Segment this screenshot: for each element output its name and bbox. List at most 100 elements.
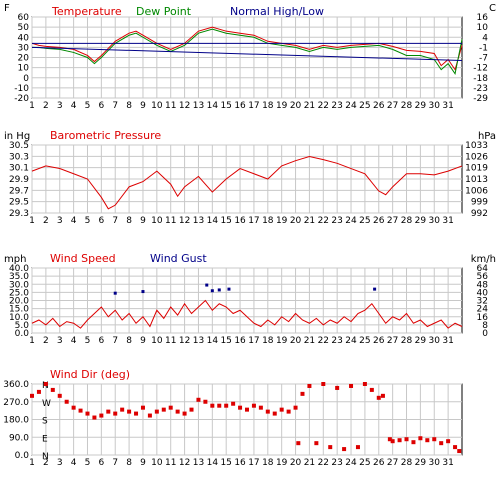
x-tick-label: 9 [140, 336, 146, 346]
data-point [369, 387, 374, 392]
x-tick-label: 2 [43, 336, 49, 346]
data-point [85, 411, 90, 416]
x-tick-label: 29 [415, 216, 427, 226]
data-point [71, 405, 76, 410]
right-unit-label: hPa [478, 131, 496, 142]
data-point [457, 449, 462, 454]
x-tick-label: 12 [179, 216, 190, 226]
compass-label: W [42, 399, 51, 409]
data-point [439, 441, 444, 446]
data-point [99, 413, 104, 418]
x-tick-label: 20 [290, 336, 302, 346]
x-tick-label: 17 [248, 216, 259, 226]
x-tick-label: 21 [304, 101, 315, 111]
data-point [189, 407, 194, 412]
y-tick-label: 90.0 [9, 433, 29, 443]
y2-tick-label: 32 [477, 297, 488, 307]
data-point [411, 440, 416, 445]
data-point [210, 289, 214, 293]
x-tick-label: 24 [345, 336, 357, 346]
x-tick-label: 15 [220, 336, 231, 346]
y-tick-label: 29.3 [9, 209, 29, 219]
panel-title-2: Wind Gust [150, 252, 207, 265]
x-tick-label: 4 [71, 336, 77, 346]
data-point [321, 382, 326, 386]
x-tick-label: 5 [85, 101, 91, 111]
data-point [205, 283, 209, 287]
data-point [404, 437, 409, 442]
x-tick-label: 30 [429, 336, 441, 346]
x-tick-label: 1 [29, 216, 35, 226]
x-tick-label: 24 [345, 101, 357, 111]
panel-title: Wind Speed [50, 252, 116, 265]
x-tick-label: 26 [373, 336, 385, 346]
x-tick-label: 6 [98, 336, 104, 346]
y2-tick-label: 8 [482, 321, 488, 331]
data-point [217, 288, 221, 292]
x-tick-label: 21 [304, 458, 315, 468]
data-point [78, 408, 83, 413]
x-tick-label: 15 [220, 216, 231, 226]
series-line [31, 155, 463, 210]
x-tick-label: 7 [112, 336, 118, 346]
x-tick-label: 12 [179, 458, 190, 468]
x-tick-label: 11 [165, 101, 176, 111]
y-tick-label: 180.0 [3, 416, 29, 426]
data-point [286, 409, 291, 414]
data-point [425, 438, 430, 443]
y2-tick-label: 1006 [465, 186, 488, 196]
x-tick-label: 6 [98, 458, 104, 468]
x-tick-label: 18 [262, 216, 274, 226]
y-tick-label: 29.9 [9, 175, 29, 185]
x-tick-label: 17 [248, 458, 259, 468]
data-point [335, 385, 340, 390]
y2-tick-label: 1013 [465, 175, 488, 185]
data-point [453, 445, 458, 450]
y2-tick-label: 40 [477, 288, 489, 298]
data-point [127, 409, 132, 414]
x-tick-label: 10 [151, 101, 163, 111]
x-tick-label: 5 [85, 458, 91, 468]
x-tick-label: 7 [112, 458, 118, 468]
y2-tick-label: 1019 [465, 164, 488, 174]
data-point [245, 407, 249, 412]
x-tick-label: 8 [126, 458, 132, 468]
x-tick-label: 2 [43, 216, 49, 226]
data-point [113, 411, 118, 416]
panel-wind_dir: 1 2 3 4 5 6 7 8 9 10 11 12 13 14 15 16 17 18 19 20 21 22 23 24 2… [3, 368, 463, 468]
y-tick-label: 30.3 [9, 152, 29, 162]
y-tick-label: 30.5 [9, 141, 29, 151]
x-tick-label: 31 [442, 101, 453, 111]
x-tick-label: 22 [318, 336, 329, 346]
y2-tick-label: -7 [479, 54, 488, 64]
y-tick-label: 30 [18, 43, 30, 53]
y2-tick-label: 10 [477, 23, 489, 33]
x-tick-label: 11 [165, 216, 176, 226]
y2-tick-label: 16 [477, 13, 489, 23]
data-point [328, 445, 333, 450]
data-point [154, 409, 159, 414]
data-point [349, 383, 354, 388]
data-point [168, 405, 173, 410]
x-tick-label: 1 [29, 101, 35, 111]
data-point [387, 437, 392, 442]
series-line [31, 299, 463, 329]
x-tick-label: 16 [234, 101, 246, 111]
x-tick-label: 13 [193, 458, 204, 468]
data-point [92, 415, 97, 420]
x-tick-label: 24 [345, 458, 357, 468]
x-tick-label: 25 [359, 216, 370, 226]
x-tick-label: 30 [429, 216, 441, 226]
data-point [432, 437, 437, 442]
x-tick-label: 3 [57, 101, 63, 111]
x-tick-label: 8 [126, 336, 132, 346]
x-tick-label: 20 [290, 458, 302, 468]
data-point [300, 391, 305, 396]
x-tick-label: 17 [248, 101, 259, 111]
y2-tick-label: -23 [473, 84, 488, 94]
x-tick-label: 10 [151, 336, 163, 346]
right-unit-label: km/h [471, 254, 496, 265]
x-tick-label: 27 [387, 101, 398, 111]
x-tick-label: 11 [165, 458, 176, 468]
